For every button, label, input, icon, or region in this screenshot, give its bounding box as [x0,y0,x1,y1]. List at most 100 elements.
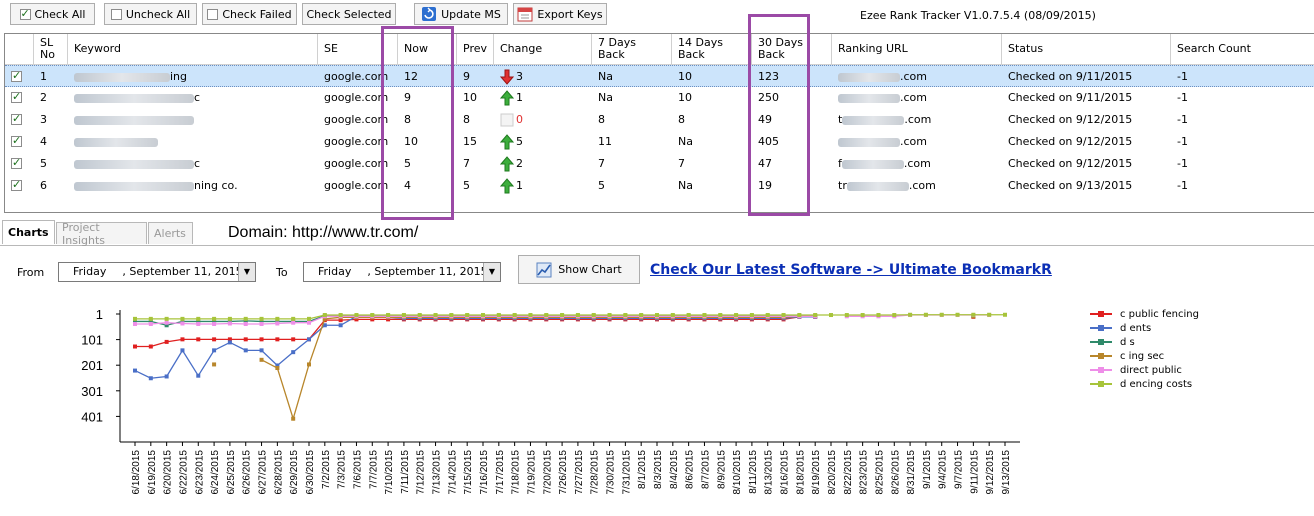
cell-d14: 7 [678,157,685,170]
table-row[interactable]: 4 google.com 10 15 5 11 Na 405 .com Checked on 9/… [5,131,1314,153]
now-column-highlight [381,26,454,220]
legend-label: direct public [1120,364,1182,376]
arrow-up-icon [500,90,515,106]
arrow-up-icon [500,134,515,150]
show-chart-label: Show Chart [558,263,622,276]
chevron-down-icon[interactable]: ▼ [238,263,255,281]
series-line [134,315,816,379]
header-now[interactable]: Now [398,34,457,65]
from-date-picker[interactable]: Friday , September 11, 2015 ▼ [58,262,256,282]
table-row[interactable]: 1 ing google.com 12 9 3 Na 10 123 .com Checked on … [5,65,1314,87]
check-selected-button[interactable]: Check Selected [302,3,396,25]
tab-project-insights[interactable]: Project Insights [56,221,147,247]
cell-d7: 11 [598,135,612,148]
cell-status: Checked on 9/12/2015 [1008,157,1133,170]
cell-se: google.com [324,157,389,170]
legend-swatch [1090,353,1112,359]
cell-sl: 5 [40,157,47,170]
x-tick-label: 8/3/2015 [653,450,664,489]
x-tick-label: 8/1/2015 [637,450,648,489]
to-day: Friday [318,265,352,278]
header-search-count[interactable]: Search Count [1171,34,1314,65]
header-sl[interactable]: SL No [34,34,68,65]
series-line [135,315,816,325]
x-tick-label: 8/4/2015 [669,450,680,489]
x-tick-label: 6/30/2015 [305,450,316,495]
check-all-button[interactable]: Check All [10,3,95,25]
uncheck-all-label: Uncheck All [125,7,191,21]
redacted-text [838,137,900,147]
rank-chart: 1 101 201 301 401 6/18/2015 6/19/2015 6/20/2015… [0,296,1314,513]
header-prev[interactable]: Prev [457,34,494,65]
x-tick-label: 7/3/2015 [337,450,348,489]
cell-keyword: c [74,153,200,175]
header-se[interactable]: SE [318,34,398,65]
to-date-picker[interactable]: Friday , September 11, 2015 ▼ [303,262,501,282]
header-14days[interactable]: 14 Days Back [672,34,752,65]
x-tick-label: 8/31/2015 [906,450,917,495]
promo-link[interactable]: Check Our Latest Software -> Ultimate Bo… [650,262,1052,278]
x-tick-label: 8/9/2015 [716,450,727,489]
x-tick-label: 9/13/2015 [1001,450,1012,495]
x-tick-label: 7/20/2015 [542,450,553,495]
header-status[interactable]: Status [1002,34,1171,65]
header-7days[interactable]: 7 Days Back [592,34,672,65]
tab-charts[interactable]: Charts [2,220,55,244]
tab-alerts[interactable]: Alerts [148,222,193,244]
cell-sl: 2 [40,91,47,104]
header-keyword[interactable]: Keyword [68,34,318,65]
redacted-text [846,181,909,191]
x-tick-label: 8/20/2015 [827,450,838,495]
cell-now: 12 [404,70,418,83]
chevron-down-icon[interactable]: ▼ [483,263,500,281]
cell-d14: 8 [678,113,685,126]
x-tick-label: 9/4/2015 [938,450,949,489]
cell-change: 0 [500,109,523,131]
export-keys-button[interactable]: Export Keys [513,3,607,25]
table-row[interactable]: 5 c google.com 5 7 2 7 7 47 f.com Checked on 9/12/… [5,153,1314,175]
row-checkbox[interactable] [11,178,22,191]
header-ranking-url[interactable]: Ranking URL [832,34,1002,65]
cell-d14: Na [678,135,693,148]
uncheck-all-button[interactable]: Uncheck All [104,3,197,25]
x-tick-label: 7/6/2015 [352,450,363,489]
row-checkbox[interactable] [11,134,22,147]
cell-keyword [74,131,158,153]
legend-label: d encing costs [1120,378,1193,390]
row-checkbox[interactable] [11,90,22,103]
rank-chart-svg: 1 101 201 301 401 6/18/2015 6/19/2015 6/20/2015… [81,307,1020,495]
arrow-up-icon [500,156,515,172]
table-row[interactable]: 3 google.com 8 8 0 8 8 49 t.com Checked on 9/12/2… [5,109,1314,131]
redacted-text [74,93,194,103]
y-tick-label: 101 [81,333,103,348]
cell-status: Checked on 9/12/2015 [1008,113,1133,126]
cell-d7: Na [598,91,613,104]
header-30days[interactable]: 30 Days Back [752,34,832,65]
legend-item: c ing sec [1090,349,1199,363]
redacted-text [842,115,905,125]
cell-url: .com [838,66,927,88]
check-failed-button[interactable]: Check Failed [202,3,297,25]
y-tick-label: 1 [96,307,103,322]
table-row[interactable]: 6 ning co. google.com 4 5 1 5 Na 19 tr.com Checked… [5,175,1314,197]
update-ms-button[interactable]: Update MS [414,3,508,25]
x-tick-label: 7/17/2015 [495,450,506,495]
cell-count: -1 [1177,179,1188,192]
x-tick-label: 6/27/2015 [258,450,269,495]
cell-change: 3 [500,66,523,88]
show-chart-button[interactable]: Show Chart [518,255,640,284]
x-tick-label: 8/26/2015 [890,450,901,495]
row-checkbox[interactable] [11,69,22,82]
to-label: To [276,266,288,279]
cell-count: -1 [1177,135,1188,148]
check-all-label: Check All [34,7,86,21]
check-failed-label: Check Failed [222,7,292,21]
header-change[interactable]: Change [494,34,592,65]
table-row[interactable]: 2 c google.com 9 10 1 Na 10 250 .com Checked on 9/… [5,87,1314,109]
row-checkbox[interactable] [11,156,22,169]
redacted-text [74,137,158,147]
row-checkbox[interactable] [11,112,22,125]
redacted-text [74,72,170,82]
x-tick-label: 6/18/2015 [131,450,142,495]
toolbar: Check All Uncheck All Check Failed Check… [0,0,1314,31]
